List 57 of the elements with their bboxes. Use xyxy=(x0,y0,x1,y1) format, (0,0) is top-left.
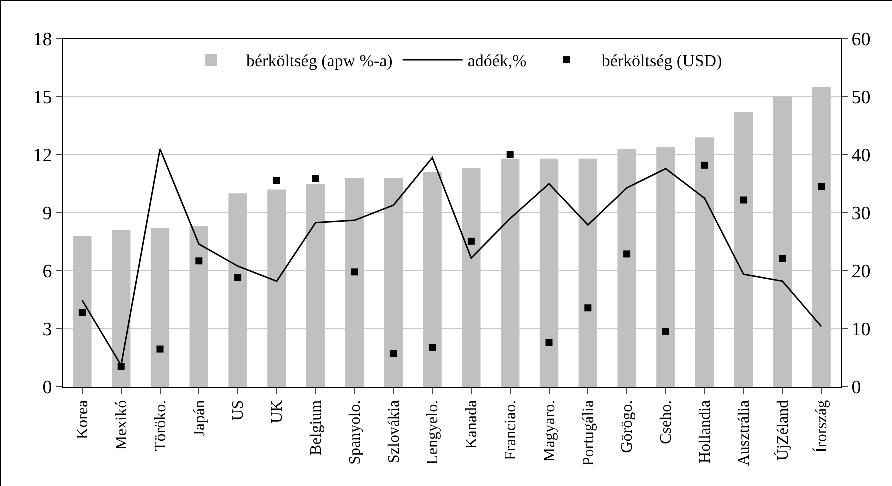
point xyxy=(156,346,164,353)
point xyxy=(118,363,125,370)
y-tick-label: 6 xyxy=(42,262,52,283)
legend-label: bérköltség (USD) xyxy=(602,52,722,71)
x-tick-label: Kanada xyxy=(464,400,481,450)
point xyxy=(312,175,320,182)
x-tick-label: Hollandia xyxy=(697,400,714,464)
y-tick-label: 15 xyxy=(33,88,52,109)
x-tick-label: Korea xyxy=(74,400,92,440)
legend-label: bérköltség (apw %-a) xyxy=(246,52,393,71)
point xyxy=(584,304,592,312)
point xyxy=(78,309,86,316)
y-tick-label: 9 xyxy=(42,204,52,225)
point xyxy=(429,344,436,352)
y2-tick-label: 40 xyxy=(852,146,871,167)
x-tick-label: ÚjZéland xyxy=(774,400,792,461)
x-tick-label: Spanyolo. xyxy=(346,400,364,465)
legend-label: adóék,% xyxy=(468,52,527,71)
point xyxy=(273,177,280,184)
x-tick-label: Belgium xyxy=(308,400,326,456)
y2-tick-label: 0 xyxy=(852,378,862,399)
x-tick-label: Franciao. xyxy=(502,400,520,460)
x-tick-label: Lengyelo. xyxy=(424,400,442,465)
point xyxy=(351,268,358,276)
x-tick-label: Japán xyxy=(191,400,208,437)
point xyxy=(740,196,748,204)
x-tick-label: Cseho. xyxy=(658,400,676,444)
x-tick-label: Portugália xyxy=(580,400,598,466)
y2-tick-label: 30 xyxy=(852,204,871,225)
y-tick-label: 3 xyxy=(42,320,52,341)
x-tick-label: Görögo. xyxy=(619,400,636,454)
x-tick-label: Írország xyxy=(812,400,831,453)
y-tick-label: 12 xyxy=(33,146,52,167)
y2-tick-label: 20 xyxy=(852,262,871,283)
x-tick-label: Magyaro. xyxy=(541,400,558,462)
point xyxy=(390,350,398,358)
y-tick-label: 18 xyxy=(33,30,52,51)
y-tick-label: 0 xyxy=(42,378,52,399)
x-tick-label: UK xyxy=(269,400,286,424)
y2-tick-label: 10 xyxy=(852,320,871,341)
point xyxy=(779,255,786,262)
y2-tick-label: 60 xyxy=(852,30,871,51)
point xyxy=(234,274,242,282)
point xyxy=(468,238,475,245)
x-tick-label: Töröko. xyxy=(152,400,170,452)
y2-tick-label: 50 xyxy=(852,88,871,109)
x-tick-label: US xyxy=(230,400,248,421)
x-tick-label: Mexikó xyxy=(114,400,131,450)
point xyxy=(506,152,514,158)
x-tick-label: Szlovákia xyxy=(386,400,403,464)
point xyxy=(662,328,670,336)
point xyxy=(818,183,826,190)
x-tick-label: Ausztrália xyxy=(736,400,753,466)
point xyxy=(546,339,553,346)
point xyxy=(196,258,203,265)
point xyxy=(624,250,631,258)
point xyxy=(701,162,708,169)
